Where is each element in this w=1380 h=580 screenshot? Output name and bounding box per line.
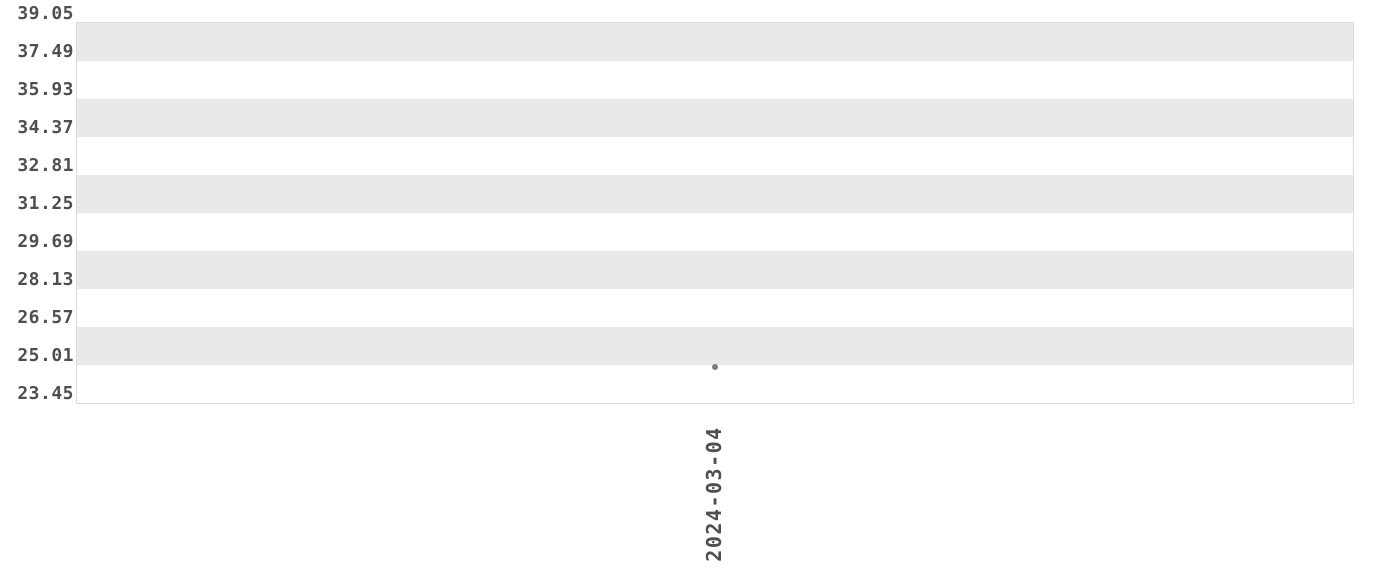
grid-band [77,61,1353,99]
x-axis-tick-label: 2024-03-04 [702,426,726,562]
y-axis-tick-label: 31.25 [17,193,74,214]
y-axis-tick-label: 35.93 [17,79,74,100]
y-axis-tick-label: 34.37 [17,117,74,138]
y-axis-tick-label: 32.81 [17,155,74,176]
y-axis-tick-label: 26.57 [17,307,74,328]
grid-band [77,327,1353,365]
y-axis-tick-label: 37.49 [17,41,74,62]
y-axis-tick-label: 25.01 [17,345,74,366]
y-axis-tick-label: 29.69 [17,231,74,252]
grid-band [77,175,1353,213]
plot-area [76,22,1354,404]
grid-band [77,99,1353,137]
y-axis-tick-label: 28.13 [17,269,74,290]
grid-band [77,23,1353,61]
data-point [712,363,718,370]
y-axis-tick-label: 23.45 [17,383,74,404]
grid-band [77,289,1353,327]
y-axis-tick-label: 39.05 [17,3,74,24]
grid-band [77,137,1353,175]
grid-band [77,251,1353,289]
grid-band [77,213,1353,251]
grid-band [77,365,1353,403]
